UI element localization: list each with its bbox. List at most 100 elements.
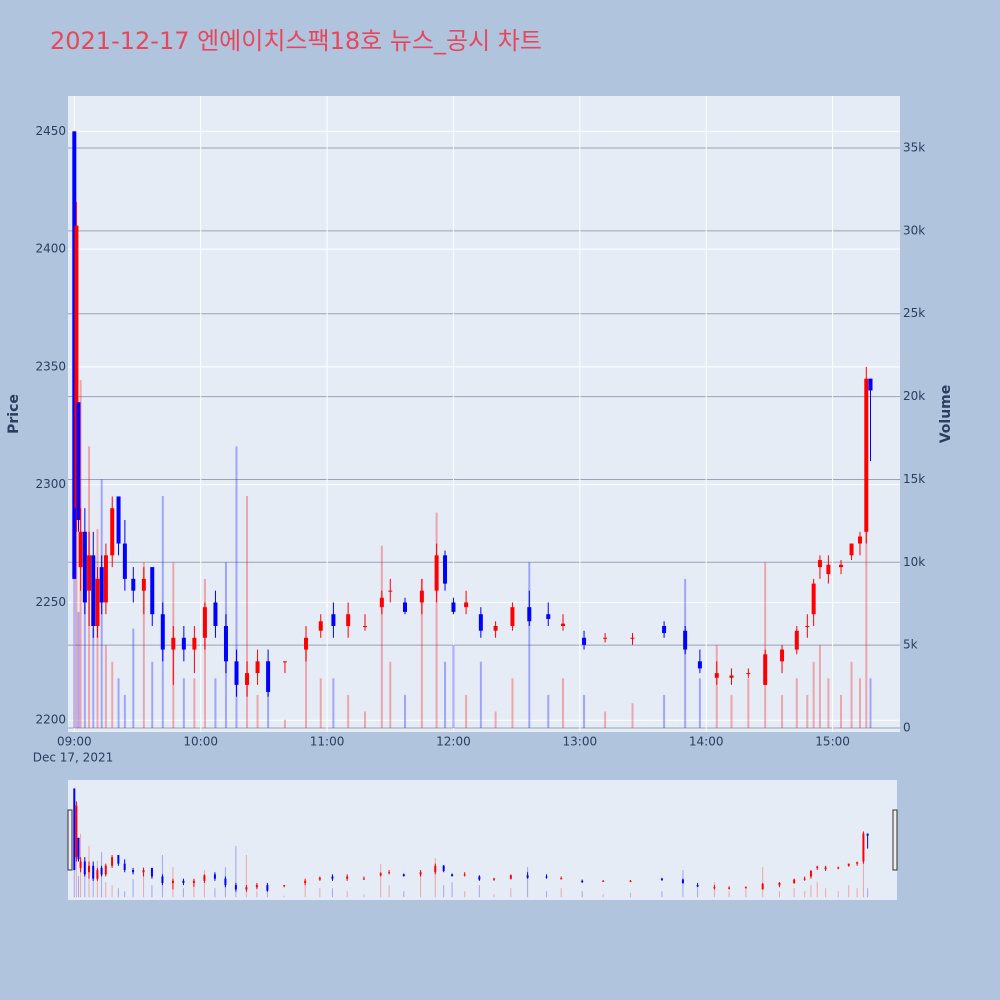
candle-body [857,536,862,544]
plot-area [68,96,900,732]
y-tick-label: 2450 [35,124,66,138]
chart-title: 2021-12-17 엔에이치스팩18호 뉴스_공시 차트 [50,27,542,55]
candle-body [266,661,271,692]
volume-bar [827,678,830,729]
volume-bar [865,529,868,729]
candle-body [202,607,207,638]
candle-body [141,578,146,591]
candle-body [630,637,635,639]
volume-bar [730,694,733,729]
volume-bar [478,885,480,898]
candle-body [443,555,448,584]
volume-bar [493,894,495,898]
y-tick-label: 2250 [35,595,66,609]
volume-bar [581,891,583,898]
candle-body [132,870,135,873]
volume-bar [388,885,390,898]
volume-bar [443,885,445,898]
y2-tick-label: 0 [903,721,911,735]
candle-body [451,874,454,877]
volume-bar [77,612,80,729]
volume-bar [124,891,126,898]
volume-bar [747,678,750,729]
candle-body [78,531,83,568]
volume-bar [73,578,76,729]
volume-bar [698,678,701,729]
volume-bar [420,870,422,898]
volume-bar [380,545,383,729]
candle-body [527,607,532,622]
candle-body [697,661,702,669]
volume-bar [604,711,607,729]
candle-body [245,673,250,685]
volume-bar [363,894,365,898]
volume-bar [380,864,382,898]
volume-bar [182,888,184,898]
candle-body [763,654,768,685]
volume-bar [715,645,718,729]
volume-bar [193,888,195,898]
volume-bar [631,703,634,729]
candle-body [182,880,185,883]
volume-bar [816,882,818,898]
y-tick-label: 2350 [35,359,66,373]
volume-bar [850,661,853,729]
x-tick-label: 15:00 [815,735,850,749]
candle-body [304,637,309,650]
candle-body [77,837,80,860]
candle-body [245,887,248,890]
y-tick-label: 2200 [35,713,66,727]
candle-body [123,863,126,871]
volume-bar [547,694,550,729]
volume-bar [764,562,767,729]
candle-body [150,867,153,877]
candle-body [203,875,206,881]
candle-body [811,583,816,615]
volume-bar [193,678,196,729]
x-date-label: Dec 17, 2021 [33,751,113,765]
volume-bar [818,645,821,729]
volume-bar [245,854,247,898]
volume-bar [331,888,333,898]
candle-body [83,861,86,875]
candle-body [73,788,76,871]
candle-body [171,637,176,650]
range-slider[interactable] [68,780,897,900]
candle-body [362,878,365,880]
candle-body [434,555,439,591]
candle-body [91,555,96,626]
volume-bar [858,678,861,729]
candle-body [816,866,819,868]
candle-body [581,880,584,883]
candle-body [82,531,87,603]
candle-body [560,878,563,880]
candle-body [224,878,227,886]
candle-body [87,555,92,591]
y2-tick-label: 20k [903,389,925,403]
volume-bar [762,867,764,898]
volume-bar [778,891,780,898]
y2-tick-label: 10k [903,555,925,569]
volume-bar [435,512,438,729]
x-tick-label: 10:00 [183,735,218,749]
volume-bar [434,857,436,898]
volume-bar [347,694,350,729]
candle-body [493,626,498,631]
candle-body [683,630,688,650]
volume-bar [793,888,795,898]
candle-body [744,887,747,889]
volume-bar [494,711,497,729]
volume-bar [92,879,94,898]
candle-body [696,885,699,887]
volume-bar [856,888,858,898]
candle-body [346,614,351,626]
volume-bar [561,678,564,729]
candle-body [847,863,850,866]
candle-body [510,607,515,626]
volume-bar [203,578,206,729]
candle-body [402,874,405,877]
volume-bar [111,885,113,898]
volume-bar [214,888,216,898]
candle-body [318,877,321,880]
volume-bar [283,895,285,898]
